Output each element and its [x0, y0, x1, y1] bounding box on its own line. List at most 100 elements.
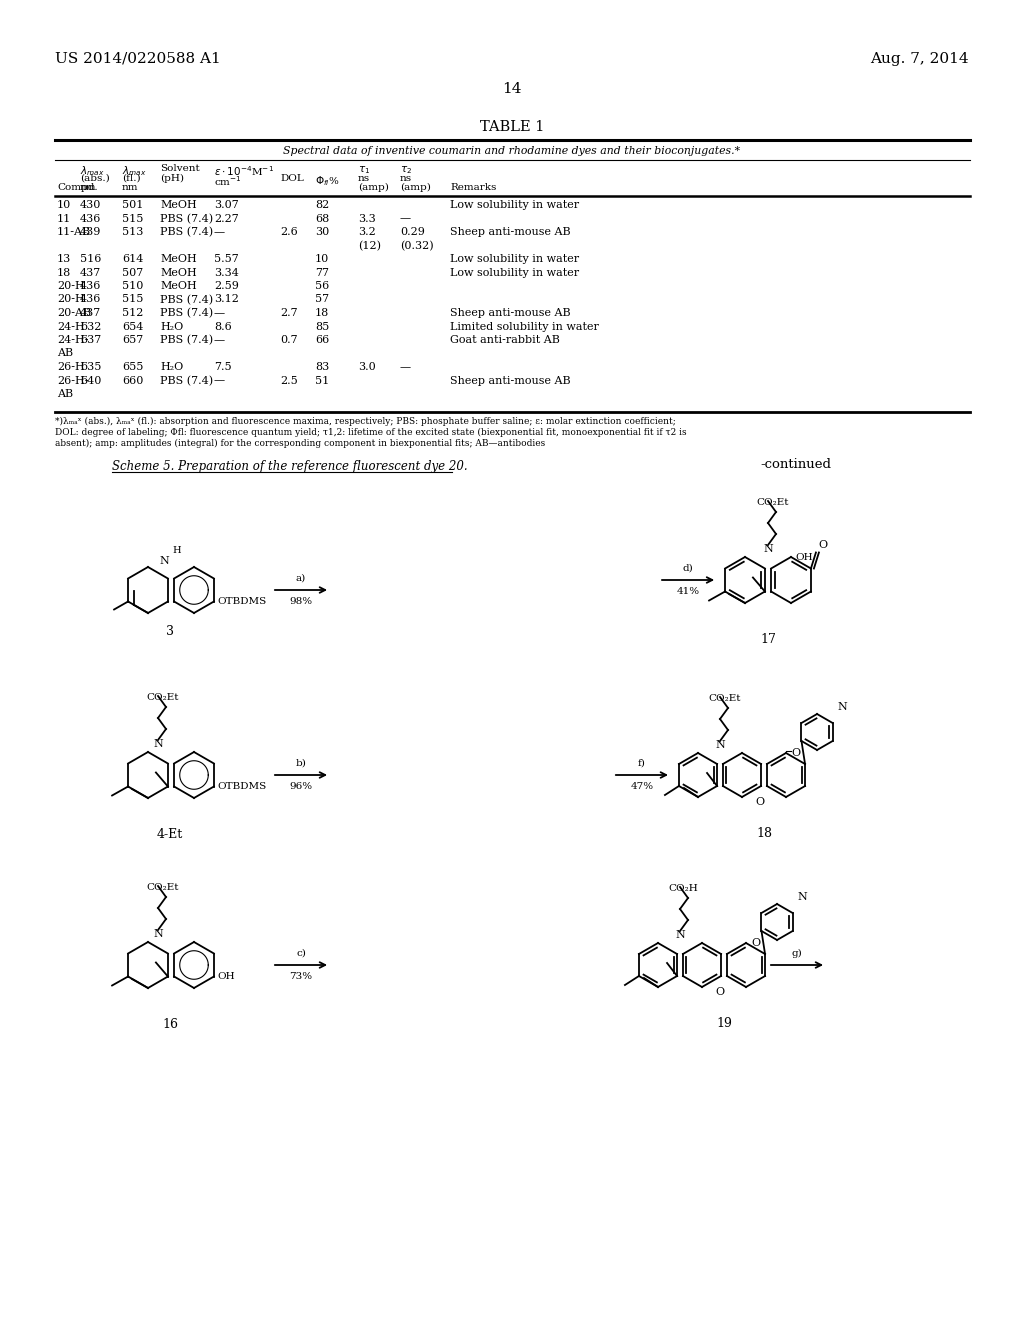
Text: f): f)	[638, 759, 646, 768]
Text: 640: 640	[80, 375, 101, 385]
Text: 20-H: 20-H	[57, 281, 85, 290]
Text: 85: 85	[315, 322, 330, 331]
Text: H₂O: H₂O	[160, 362, 183, 372]
Text: PBS (7.4): PBS (7.4)	[160, 308, 213, 318]
Text: 56: 56	[315, 281, 330, 290]
Text: O: O	[791, 748, 800, 758]
Text: 657: 657	[122, 335, 143, 345]
Text: PBS (7.4): PBS (7.4)	[160, 375, 213, 385]
Text: 515: 515	[122, 214, 143, 223]
Text: 13: 13	[57, 253, 72, 264]
Text: Aug. 7, 2014: Aug. 7, 2014	[870, 51, 969, 66]
Text: MeOH: MeOH	[160, 201, 197, 210]
Text: —: —	[214, 227, 225, 238]
Text: Goat anti-rabbit AB: Goat anti-rabbit AB	[450, 335, 560, 345]
Text: 82: 82	[315, 201, 330, 210]
Text: N: N	[837, 702, 847, 711]
Text: DOL: degree of labeling; Φfl: fluorescence quantum yield; τ1,2: lifetime of the : DOL: degree of labeling; Φfl: fluorescen…	[55, 428, 687, 437]
Text: CO₂H: CO₂H	[668, 884, 697, 894]
Text: 30: 30	[315, 227, 330, 238]
Text: 660: 660	[122, 375, 143, 385]
Text: PBS (7.4): PBS (7.4)	[160, 227, 213, 238]
Text: 66: 66	[315, 335, 330, 345]
Text: 10: 10	[315, 253, 330, 264]
Text: 501: 501	[122, 201, 143, 210]
Text: $\varepsilon\cdot10^{-4}$M$^{-1}$: $\varepsilon\cdot10^{-4}$M$^{-1}$	[214, 164, 274, 178]
Text: b): b)	[296, 759, 306, 768]
Text: *)λₘₐˣ (abs.), λₘₐˣ (fl.): absorption and fluorescence maxima, respectively; PBS: *)λₘₐˣ (abs.), λₘₐˣ (fl.): absorption an…	[55, 417, 676, 426]
Text: g): g)	[792, 949, 803, 958]
Text: O: O	[716, 987, 725, 997]
Text: cm$^{-1}$: cm$^{-1}$	[214, 174, 242, 187]
Text: 41%: 41%	[677, 587, 699, 597]
Text: H: H	[172, 546, 180, 554]
Text: AB: AB	[57, 389, 73, 399]
Text: 655: 655	[122, 362, 143, 372]
Text: ns: ns	[358, 174, 370, 183]
Text: MeOH: MeOH	[160, 268, 197, 277]
Text: 77: 77	[315, 268, 329, 277]
Text: 510: 510	[122, 281, 143, 290]
Text: $\lambda_{max}$: $\lambda_{max}$	[122, 164, 146, 178]
Text: ns: ns	[400, 174, 412, 183]
Text: 98%: 98%	[290, 597, 312, 606]
Text: Low solubility in water: Low solubility in water	[450, 268, 580, 277]
Text: O: O	[751, 939, 760, 948]
Text: US 2014/0220588 A1: US 2014/0220588 A1	[55, 51, 221, 66]
Text: 18: 18	[57, 268, 72, 277]
Text: 436: 436	[80, 214, 101, 223]
Text: 515: 515	[122, 294, 143, 305]
Text: O: O	[818, 540, 827, 550]
Text: a): a)	[296, 574, 306, 583]
Text: 47%: 47%	[631, 781, 653, 791]
Text: PBS (7.4): PBS (7.4)	[160, 214, 213, 224]
Text: Sheep anti-mouse AB: Sheep anti-mouse AB	[450, 375, 570, 385]
Text: PBS (7.4): PBS (7.4)	[160, 335, 213, 346]
Text: Remarks: Remarks	[450, 183, 497, 191]
Text: N: N	[797, 892, 807, 902]
Text: 430: 430	[80, 201, 101, 210]
Text: 20-AB: 20-AB	[57, 308, 91, 318]
Text: nm: nm	[80, 183, 96, 191]
Text: Scheme 5. Preparation of the reference fluorescent dye 20.: Scheme 5. Preparation of the reference f…	[112, 459, 468, 473]
Text: 513: 513	[122, 227, 143, 238]
Text: 3.0: 3.0	[358, 362, 376, 372]
Text: Low solubility in water: Low solubility in water	[450, 253, 580, 264]
Text: CO₂Et: CO₂Et	[756, 498, 788, 507]
Text: —: —	[400, 214, 411, 223]
Text: 11-AB: 11-AB	[57, 227, 91, 238]
Text: 507: 507	[122, 268, 143, 277]
Text: 26-H: 26-H	[57, 362, 85, 372]
Text: (fl.): (fl.)	[122, 174, 140, 183]
Text: N: N	[154, 929, 163, 939]
Text: c): c)	[296, 949, 306, 958]
Text: 654: 654	[122, 322, 143, 331]
Text: OH: OH	[795, 553, 813, 561]
Text: Solvent: Solvent	[160, 164, 200, 173]
Text: 0.29: 0.29	[400, 227, 425, 238]
Text: 83: 83	[315, 362, 330, 372]
Text: 2.7: 2.7	[280, 308, 298, 318]
Text: 3.2: 3.2	[358, 227, 376, 238]
Text: MeOH: MeOH	[160, 281, 197, 290]
Text: —: —	[400, 362, 411, 372]
Text: 16: 16	[162, 1018, 178, 1031]
Text: —: —	[214, 375, 225, 385]
Text: 439: 439	[80, 227, 101, 238]
Text: 436: 436	[80, 281, 101, 290]
Text: 516: 516	[80, 253, 101, 264]
Text: N: N	[763, 544, 773, 554]
Text: 2.27: 2.27	[214, 214, 239, 223]
Text: AB: AB	[57, 348, 73, 359]
Text: MeOH: MeOH	[160, 253, 197, 264]
Text: 10: 10	[57, 201, 72, 210]
Text: 18: 18	[756, 828, 772, 840]
Text: 4-Et: 4-Et	[157, 828, 183, 841]
Text: OTBDMS: OTBDMS	[217, 781, 266, 791]
Text: 2.6: 2.6	[280, 227, 298, 238]
Text: (amp): (amp)	[358, 183, 389, 193]
Text: (abs.): (abs.)	[80, 174, 110, 183]
Text: 3.34: 3.34	[214, 268, 239, 277]
Text: H₂O: H₂O	[160, 322, 183, 331]
Text: PBS (7.4): PBS (7.4)	[160, 294, 213, 305]
